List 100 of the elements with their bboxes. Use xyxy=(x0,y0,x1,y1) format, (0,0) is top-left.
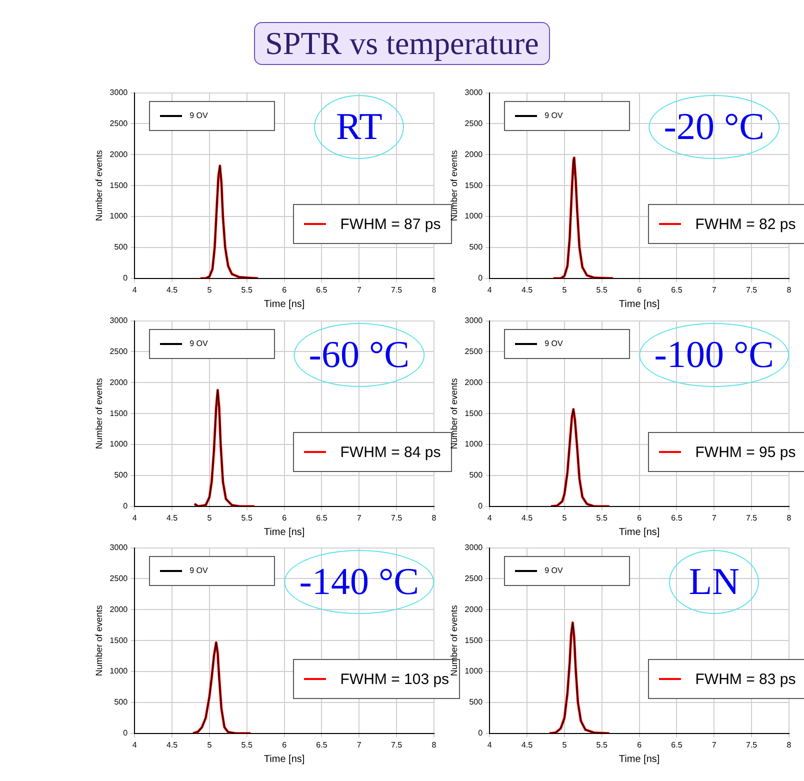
x-tick-label: 4.5 xyxy=(521,513,534,522)
legend-label: FWHM = 95 ps xyxy=(695,444,796,461)
legend-label: FWHM = 103 ps xyxy=(340,670,450,688)
x-tick-label: 8 xyxy=(432,513,437,522)
x-tick-label: 4.5 xyxy=(166,285,178,294)
x-axis-title: Time [ns] xyxy=(618,526,660,538)
x-tick-label: 4.5 xyxy=(521,740,534,750)
y-tick-label: 1500 xyxy=(110,636,128,645)
y-tick-label: 0 xyxy=(478,728,484,738)
x-tick-label: 8 xyxy=(432,285,437,294)
x-axis-title: Time [ns] xyxy=(264,526,305,538)
y-tick-label: 500 xyxy=(114,242,128,252)
x-tick-label: 8 xyxy=(786,740,792,750)
x-tick-label: 7 xyxy=(356,740,362,750)
x-tick-label: 5 xyxy=(562,513,568,522)
x-tick-label: 6 xyxy=(637,513,642,522)
x-tick-label: 7 xyxy=(712,285,717,294)
x-tick-label: 5 xyxy=(562,285,568,294)
y-tick-label: 3000 xyxy=(464,543,484,552)
x-tick-label: 6 xyxy=(637,285,642,294)
x-tick-label: 6 xyxy=(282,740,288,750)
x-tick-label: 5 xyxy=(207,285,212,294)
y-tick-label: 2000 xyxy=(464,378,484,387)
y-tick-label: 1500 xyxy=(464,408,484,418)
x-tick-label: 7 xyxy=(356,513,362,522)
y-tick-label: 3000 xyxy=(464,316,484,326)
x-tick-label: 7.5 xyxy=(391,740,403,750)
y-tick-label: 2500 xyxy=(110,118,128,128)
x-tick-label: 4 xyxy=(132,285,138,294)
annotation: -140 °C xyxy=(284,550,434,614)
x-tick-label: 5.5 xyxy=(596,513,608,522)
x-tick-label: 7.5 xyxy=(391,513,403,522)
x-tick-label: 6.5 xyxy=(316,740,328,750)
legend-label: 9 OV xyxy=(190,566,208,576)
y-tick-label: 3000 xyxy=(110,543,128,552)
x-tick-label: 8 xyxy=(786,285,792,294)
x-tick-label: 6.5 xyxy=(316,513,328,522)
x-tick-label: 7.5 xyxy=(746,513,758,522)
x-tick-label: 4.5 xyxy=(166,740,178,750)
x-tick-label: 5 xyxy=(207,513,212,522)
y-tick-label: 0 xyxy=(123,274,128,283)
x-tick-label: 4 xyxy=(132,740,138,750)
legend-label: 9 OV xyxy=(544,339,563,348)
legend-label: 9 OV xyxy=(544,566,563,576)
x-tick-label: 8 xyxy=(432,740,437,750)
x-tick-label: 5 xyxy=(207,740,212,750)
y-axis-title: Number of events xyxy=(448,378,459,450)
y-tick-label: 3000 xyxy=(110,88,128,98)
y-tick-label: 0 xyxy=(478,502,484,511)
y-tick-label: 2000 xyxy=(464,150,484,159)
y-tick-label: 500 xyxy=(114,698,128,707)
annotation: RT xyxy=(314,94,404,159)
x-tick-label: 6.5 xyxy=(671,285,683,294)
y-tick-label: 500 xyxy=(114,470,128,480)
x-tick-label: 4 xyxy=(487,513,492,522)
legend-label: FWHM = 82 ps xyxy=(695,216,796,233)
x-tick-label: 7 xyxy=(712,740,717,750)
y-tick-label: 2000 xyxy=(110,604,128,614)
y-axis-title: Number of events xyxy=(94,378,104,450)
y-tick-label: 1500 xyxy=(464,180,484,190)
annotation: -60 °C xyxy=(294,322,424,387)
y-axis-title: Number of events xyxy=(94,150,104,222)
x-tick-label: 6.5 xyxy=(671,513,683,522)
x-tick-label: 4 xyxy=(487,740,492,750)
y-tick-label: 2000 xyxy=(464,604,484,614)
x-tick-label: 8 xyxy=(786,513,792,522)
legend-label: FWHM = 87 ps xyxy=(340,216,441,233)
annotation: LN xyxy=(669,550,760,614)
y-tick-label: 2000 xyxy=(110,378,128,387)
x-axis-title: Time [ns] xyxy=(618,298,660,310)
y-tick-label: 1500 xyxy=(110,408,128,418)
x-tick-label: 7 xyxy=(712,513,717,522)
y-tick-label: 1000 xyxy=(464,212,484,221)
y-axis-title: Number of events xyxy=(448,150,459,222)
y-axis-title: Number of events xyxy=(94,604,104,676)
y-axis-title: Number of events xyxy=(448,604,459,676)
y-tick-label: 1000 xyxy=(110,212,128,221)
y-tick-label: 500 xyxy=(469,698,484,707)
x-tick-label: 6.5 xyxy=(671,740,683,750)
x-tick-label: 4.5 xyxy=(166,513,178,522)
x-tick-label: 5.5 xyxy=(241,513,253,522)
y-tick-label: 1000 xyxy=(110,666,128,676)
chart-title: SPTR vs temperature xyxy=(254,22,550,65)
y-tick-label: 500 xyxy=(469,470,484,480)
legend-label: 9 OV xyxy=(190,111,208,120)
x-tick-label: 6 xyxy=(282,513,288,522)
x-tick-label: 5.5 xyxy=(596,285,608,294)
y-tick-label: 3000 xyxy=(464,88,484,98)
x-tick-label: 5 xyxy=(562,740,568,750)
x-tick-label: 7.5 xyxy=(746,285,758,294)
y-tick-label: 2500 xyxy=(110,346,128,356)
y-tick-label: 1000 xyxy=(464,666,484,676)
annotation: -20 °C xyxy=(648,94,780,159)
legend-label: 9 OV xyxy=(544,111,563,120)
y-tick-label: 1500 xyxy=(110,180,128,190)
x-axis-title: Time [ns] xyxy=(264,754,305,765)
x-tick-label: 6 xyxy=(637,740,642,750)
x-axis-title: Time [ns] xyxy=(264,298,305,310)
legend-label: FWHM = 83 ps xyxy=(695,670,796,688)
x-tick-label: 5.5 xyxy=(241,285,253,294)
